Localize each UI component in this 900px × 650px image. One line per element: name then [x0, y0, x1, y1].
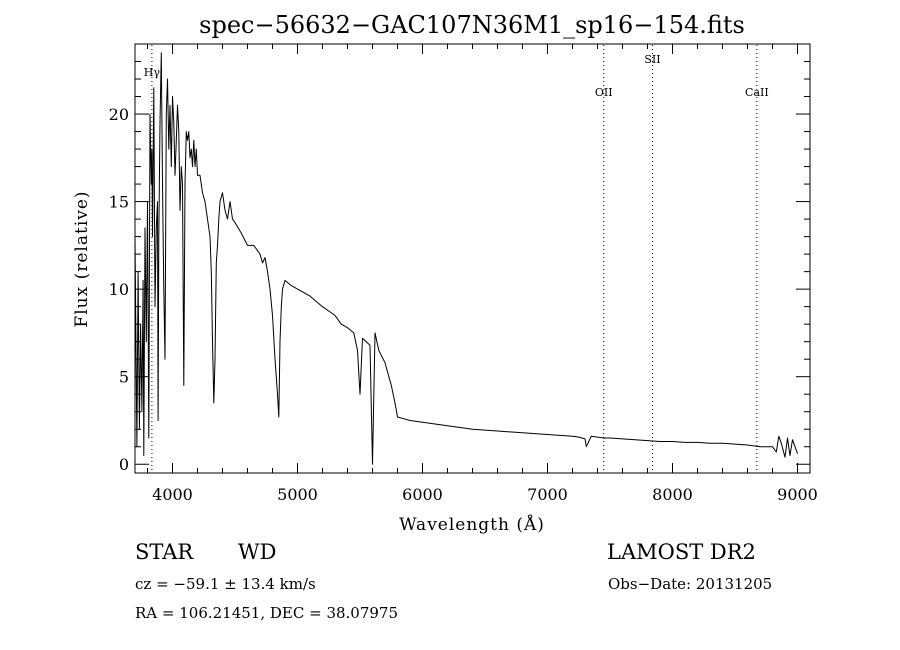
chart-title: spec−56632−GAC107N36M1_sp16−154.fits [199, 11, 745, 39]
spectrum-series [134, 52, 798, 465]
y-tick-label: 5 [119, 368, 129, 387]
y-tick-label: 10 [109, 280, 129, 299]
x-tick-label: 4000 [152, 485, 193, 504]
plot-frame [134, 43, 811, 474]
survey-name: LAMOST DR2 [607, 540, 756, 564]
x-tick-label: 9000 [777, 485, 818, 504]
x-axis-label: Wavelength (Å) [399, 514, 545, 535]
spectrum-line [134, 52, 798, 465]
coordinates: RA = 106.21451, DEC = 38.07975 [135, 604, 399, 622]
y-tick-label: 20 [109, 105, 129, 124]
x-tick-label: 8000 [652, 485, 693, 504]
axis-ticks [135, 44, 810, 473]
object-subclass: WD [238, 540, 277, 564]
object-class: STAR [135, 540, 194, 564]
line-label: OII [595, 86, 613, 99]
line-label: Hγ [144, 66, 161, 79]
spectral-line-markers: Hγ OII SII CaII [144, 45, 769, 472]
line-label: SII [644, 53, 660, 66]
observation-date: Obs−Date: 20131205 [608, 575, 773, 593]
redshift-value: cz = −59.1 ± 13.4 km/s [135, 575, 316, 593]
y-tick-label: 0 [119, 455, 129, 474]
x-tick-label: 6000 [402, 485, 443, 504]
line-label: CaII [745, 86, 769, 99]
x-tick-label: 5000 [277, 485, 318, 504]
y-tick-label: 15 [109, 193, 129, 212]
axis-tick-labels: 4000 5000 6000 7000 8000 9000 0 5 10 15 20 [109, 105, 818, 504]
y-axis-label: Flux (relative) [72, 190, 92, 327]
x-tick-label: 7000 [527, 485, 568, 504]
